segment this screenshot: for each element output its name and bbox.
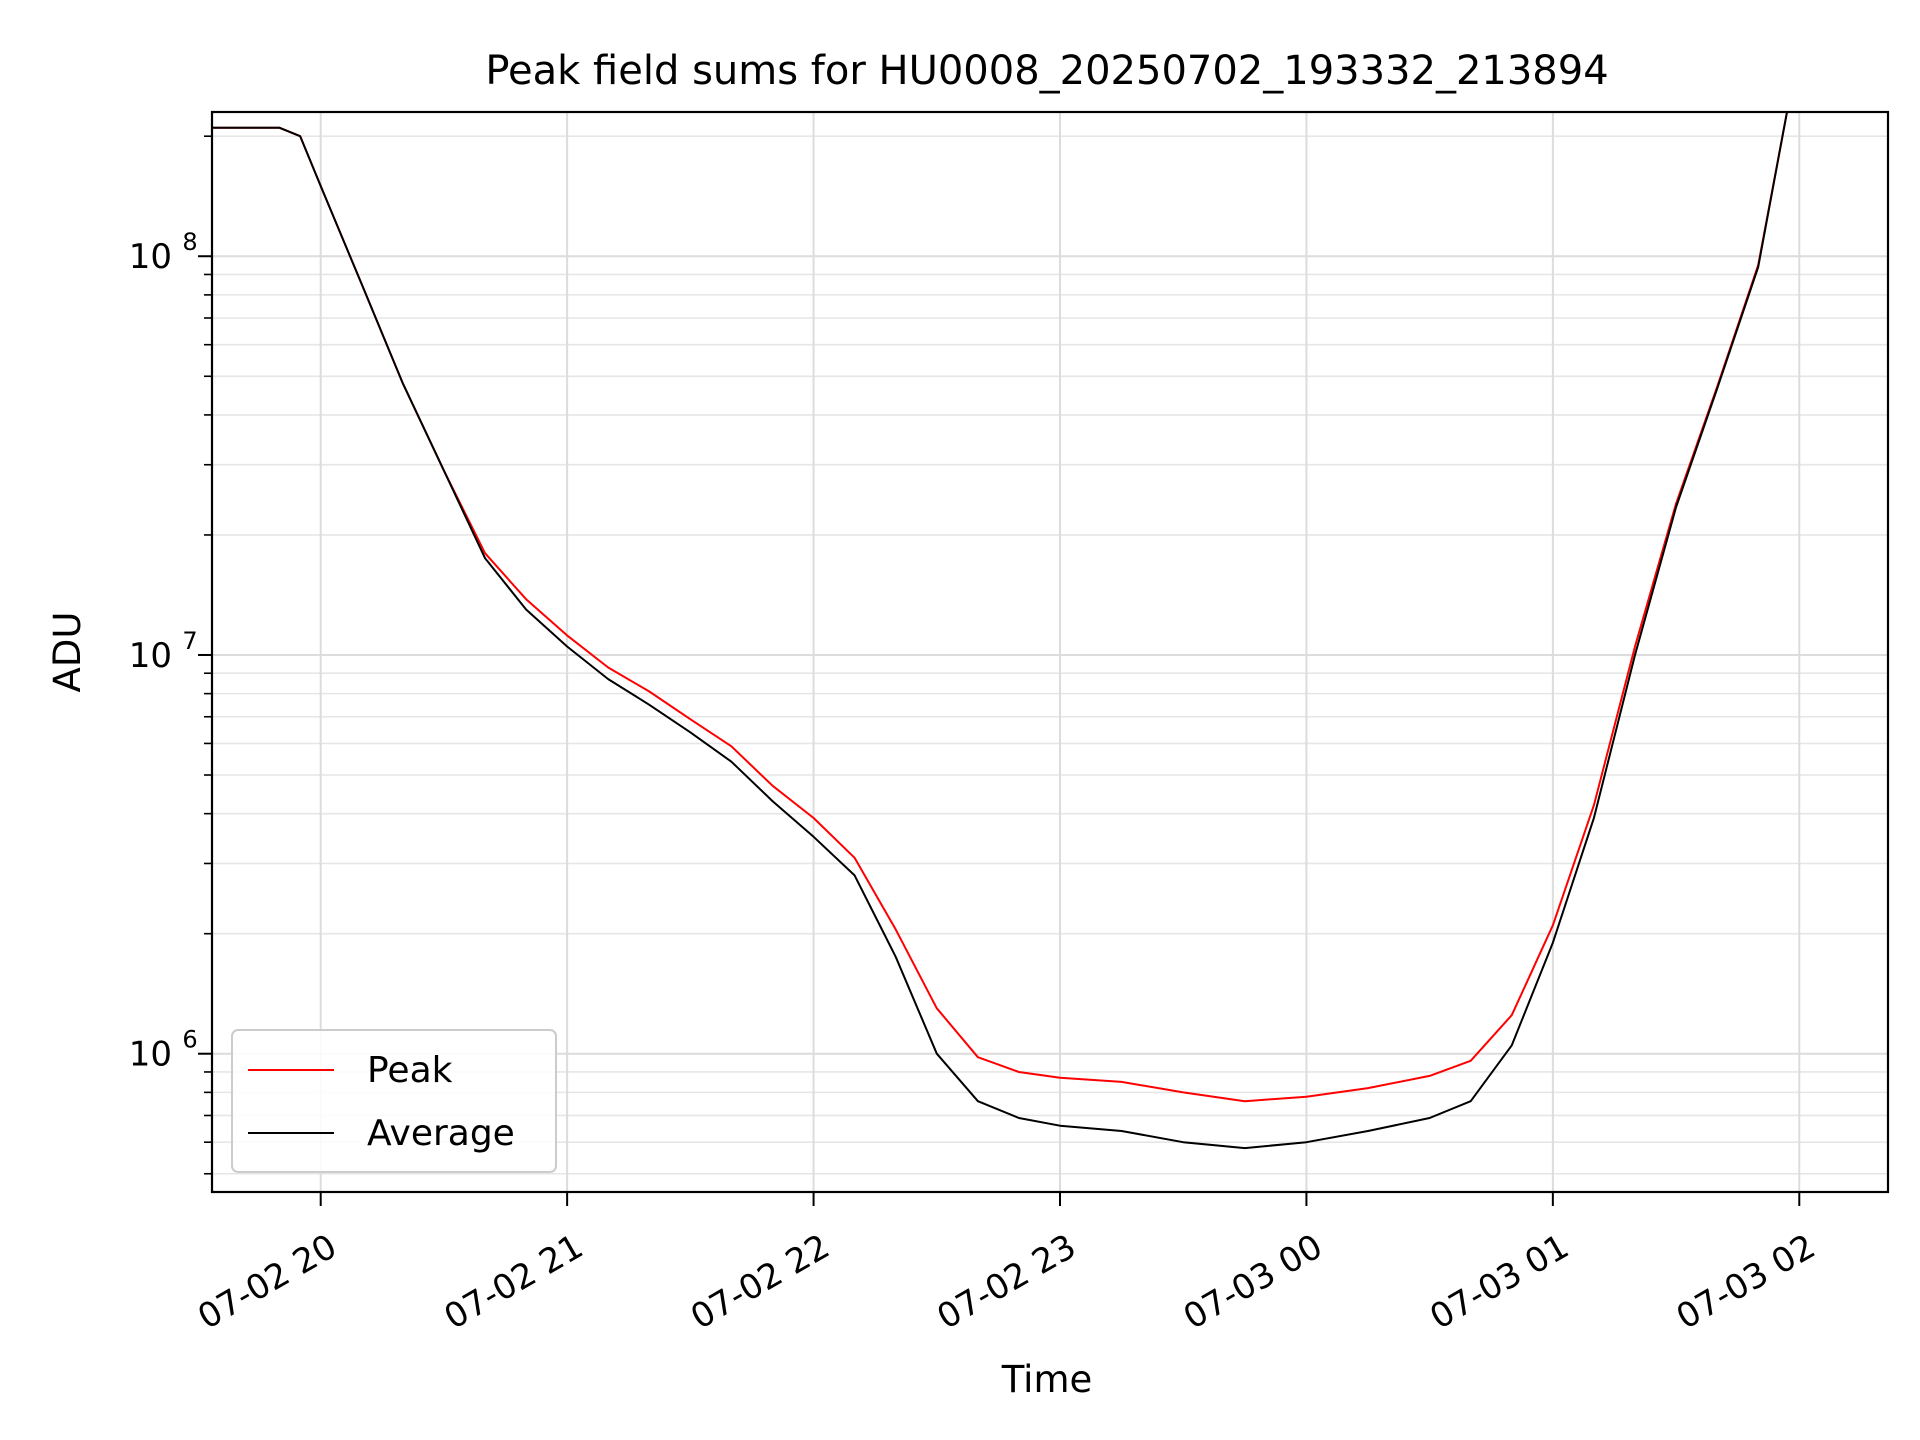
chart-title: Peak field sums for HU0008_20250702_1933… bbox=[485, 48, 1608, 94]
y-tick-exponent: 6 bbox=[182, 1026, 197, 1054]
y-axis-ticks: 10 6 10 7 10 8 bbox=[129, 135, 212, 1175]
legend-label: Peak bbox=[367, 1050, 453, 1091]
y-axis-label: ADU bbox=[46, 612, 89, 693]
x-axis-label: Time bbox=[1001, 1358, 1093, 1401]
y-tick-label: 10 bbox=[129, 1035, 172, 1075]
y-tick-exponent: 8 bbox=[182, 228, 197, 256]
y-tick-label: 10 bbox=[129, 636, 172, 676]
legend: Peak Average bbox=[231, 1029, 557, 1173]
series-line-average bbox=[212, 111, 1888, 1150]
y-tick-label: 10 bbox=[129, 237, 172, 277]
axes-frame bbox=[210, 110, 1890, 1194]
y-tick-exponent: 7 bbox=[182, 627, 197, 655]
legend-label: Average bbox=[367, 1113, 515, 1154]
legend-box bbox=[231, 1029, 557, 1173]
